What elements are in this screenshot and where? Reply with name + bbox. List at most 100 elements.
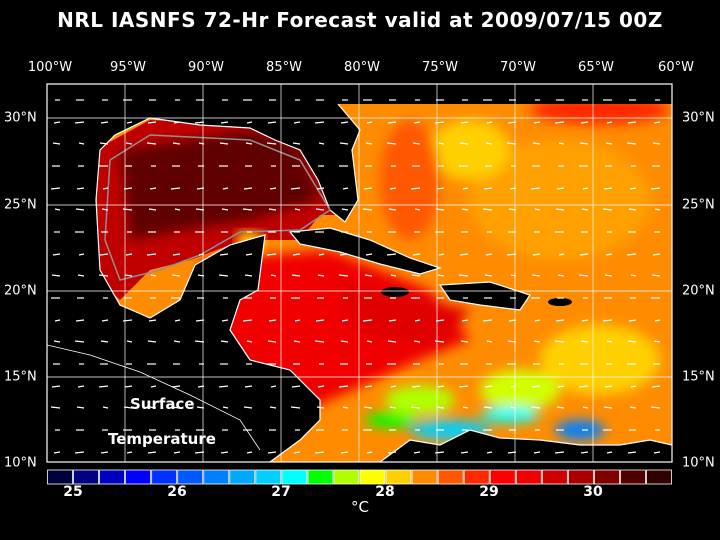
- wind-vector: [484, 274, 493, 277]
- wind-vector: [147, 121, 157, 124]
- colorbar-swatch: [281, 469, 308, 485]
- wind-vector: [74, 121, 85, 124]
- wind-vector: [627, 451, 637, 454]
- wind-vector: [507, 340, 517, 343]
- wind-vector: [98, 385, 109, 388]
- wind-vector: [126, 121, 133, 124]
- wind-vector: [317, 385, 325, 388]
- wind-vector: [389, 406, 397, 409]
- land-puerto-rico: [548, 298, 572, 306]
- wind-vector: [507, 121, 517, 124]
- wind-vector: [77, 274, 85, 277]
- wind-vector: [242, 319, 253, 322]
- colorbar-swatch: [620, 469, 646, 485]
- wind-vector: [413, 340, 421, 343]
- wind-vector: [365, 253, 373, 256]
- wind-vector: [459, 142, 469, 145]
- lon-label: 75°W: [422, 60, 458, 75]
- lat-label: 20°N: [4, 283, 37, 299]
- colorbar-swatch: [125, 469, 152, 485]
- wind-vector: [99, 253, 109, 256]
- wind-vector: [198, 142, 205, 145]
- wind-vector: [437, 274, 445, 277]
- wind-vector: [102, 187, 109, 190]
- wind-vector: [148, 208, 157, 211]
- colorbar: [47, 469, 672, 485]
- wind-vector: [246, 340, 253, 343]
- wind-vector: [506, 142, 517, 145]
- wind-vector: [147, 340, 157, 343]
- lat-label: 10°N: [682, 455, 715, 471]
- wind-vector: [437, 385, 445, 388]
- wind-vector: [173, 121, 181, 124]
- wind-vector: [603, 187, 613, 190]
- wind-vector: [388, 208, 397, 211]
- wind-vector: [267, 121, 277, 124]
- wind-vector: [390, 385, 397, 388]
- colorbar-tick-label: 30: [583, 484, 603, 500]
- wind-vector: [170, 187, 181, 190]
- wind-vector: [340, 340, 349, 343]
- wind-vector: [75, 319, 85, 322]
- wind-vector: [650, 406, 661, 409]
- colorbar-swatch: [203, 469, 230, 485]
- colorbar-swatch: [177, 469, 204, 485]
- wind-vector: [460, 340, 469, 343]
- wind-vector: [366, 121, 373, 124]
- wind-vector: [74, 451, 85, 454]
- wind-vector: [508, 319, 517, 322]
- wind-vector: [78, 253, 85, 256]
- wind-vector: [340, 451, 349, 454]
- wind-vector: [294, 208, 301, 211]
- wind-vector: [486, 340, 493, 343]
- wind-vector: [532, 142, 541, 145]
- wind-vector: [222, 406, 229, 409]
- wind-vector: [294, 319, 301, 322]
- wind-vector: [604, 274, 613, 277]
- wind-vector: [124, 274, 133, 277]
- wind-vector: [290, 187, 301, 190]
- wind-vector: [558, 253, 565, 256]
- wind-vector: [99, 142, 109, 145]
- wind-vector: [486, 121, 493, 124]
- wind-vector: [434, 340, 445, 343]
- wind-vector: [266, 253, 277, 256]
- wind-vector: [554, 340, 565, 343]
- wind-vector: [507, 451, 517, 454]
- wind-vector: [244, 385, 253, 388]
- wind-vector: [268, 319, 277, 322]
- wind-vector: [388, 319, 397, 322]
- colorbar-swatch: [151, 469, 178, 485]
- lat-label: 15°N: [682, 369, 715, 385]
- wind-vector: [533, 340, 541, 343]
- wind-vector: [54, 319, 61, 322]
- wind-vector: [578, 274, 589, 277]
- wind-vector: [626, 142, 637, 145]
- wind-vector: [267, 451, 277, 454]
- wind-vector: [146, 253, 157, 256]
- wind-vector: [557, 385, 565, 388]
- lat-label: 30°N: [682, 110, 715, 126]
- colorbar-swatch: [646, 469, 672, 485]
- wind-vector: [292, 142, 301, 145]
- colorbar-swatch: [73, 469, 99, 485]
- wind-vector: [579, 142, 589, 145]
- wind-vector: [122, 208, 133, 211]
- wind-vector: [460, 451, 469, 454]
- wind-vector: [243, 187, 253, 190]
- wind-vector: [170, 406, 181, 409]
- country-border: [47, 344, 261, 451]
- wind-vector: [339, 253, 349, 256]
- wind-vector: [483, 406, 493, 409]
- wind-vector: [267, 340, 277, 343]
- wind-vector: [411, 385, 421, 388]
- wind-vector: [604, 385, 613, 388]
- wind-vector: [53, 340, 61, 343]
- colorbar-tick-label: 28: [375, 484, 395, 500]
- wind-vector: [342, 187, 349, 190]
- wind-vector: [654, 208, 661, 211]
- wind-vector: [414, 208, 421, 211]
- wind-vector: [387, 340, 397, 343]
- wind-vector: [653, 340, 661, 343]
- colorbar-swatch: [437, 469, 464, 485]
